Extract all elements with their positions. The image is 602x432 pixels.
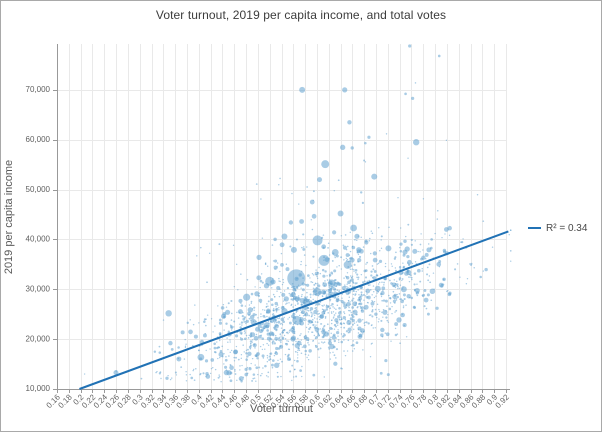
legend-r2[interactable]: R² = 0.34 bbox=[528, 221, 587, 235]
y-axis-title-wrap: 2019 per capita income bbox=[1, 44, 17, 389]
trendline-legend-swatch bbox=[528, 227, 541, 229]
y-axis-title: 2019 per capita income bbox=[3, 159, 16, 274]
x-axis-title: Voter turnout bbox=[250, 403, 313, 415]
chart-title: Voter turnout, 2019 per capita income, a… bbox=[155, 8, 447, 22]
trendline-legend-label: R² = 0.34 bbox=[546, 222, 588, 234]
